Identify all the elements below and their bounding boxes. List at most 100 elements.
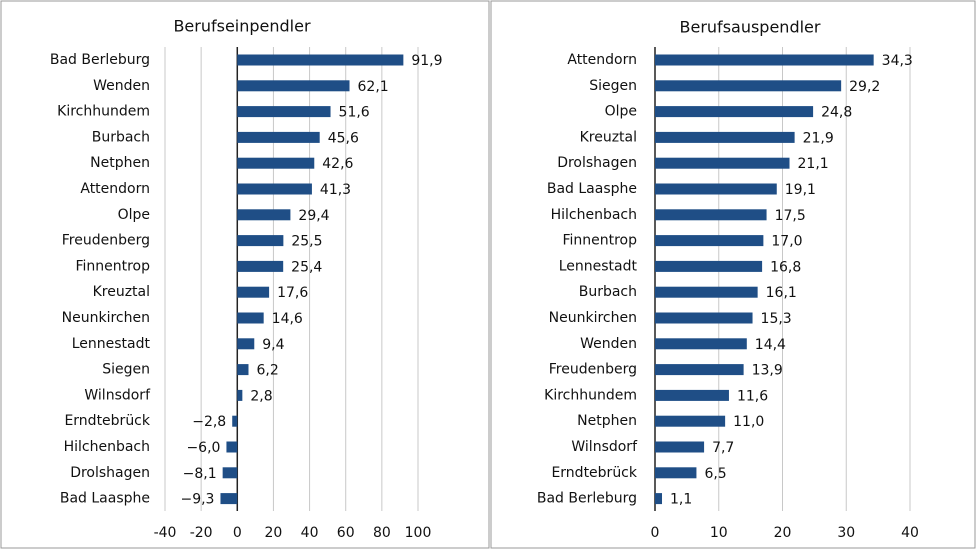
data-label: 13,9 [752,363,783,379]
x-tick-label: 10 [710,525,728,541]
x-tick-label: -40 [154,525,177,541]
y-tick-label: Wenden [580,336,637,352]
bar [655,338,747,350]
data-label: 42,6 [322,156,353,172]
data-label: 29,2 [849,79,880,95]
y-tick-label: Lennestadt [559,258,638,274]
data-label: 11,6 [737,388,768,404]
y-tick-label: Burbach [92,129,150,145]
bar [655,157,790,169]
data-label: 14,4 [755,337,786,353]
data-label: 29,4 [298,208,329,224]
bar [655,54,874,66]
bar [655,80,842,92]
bar [655,364,744,376]
y-tick-label: Attendorn [80,181,150,197]
bar [655,183,777,195]
bar [232,415,238,427]
y-tick-label: Olpe [118,207,150,223]
data-label: 34,3 [882,53,913,69]
data-label: 25,5 [291,234,322,250]
y-tick-label: Kirchhundem [57,104,150,120]
bar [655,235,764,247]
y-tick-label: Siegen [589,78,637,94]
bar [655,415,726,427]
data-label: 2,8 [250,388,272,404]
y-tick-label: Netphen [90,155,150,171]
data-label: 16,1 [766,285,797,301]
y-tick-label: Wenden [93,78,150,94]
data-label: −6,0 [186,440,220,456]
x-tick-label: 100 [405,525,432,541]
y-tick-label: Wilnsdorf [571,439,638,455]
bar [237,338,255,350]
bar [237,312,264,324]
y-tick-label: Drolshagen [557,155,637,171]
panel-border [490,0,976,549]
y-tick-label: Netphen [577,413,637,429]
bar [237,364,249,376]
data-label: 14,6 [272,311,303,327]
x-tick-label: 40 [901,525,919,541]
y-tick-label: Attendorn [567,52,637,68]
bar [655,441,705,453]
data-label: −9,3 [180,492,214,508]
y-tick-label: Hilchenbach [551,207,637,223]
bar [237,389,243,401]
x-tick-label: 20 [265,525,283,541]
y-tick-label: Erndtebrück [64,413,150,429]
y-tick-label: Lennestadt [72,336,151,352]
bar [655,131,795,143]
data-label: −8,1 [183,466,217,482]
x-tick-label: 60 [337,525,355,541]
data-label: 17,0 [771,234,802,250]
data-label: −2,8 [192,414,226,430]
y-tick-label: Kirchhundem [544,387,637,403]
x-tick-label: 40 [301,525,319,541]
y-tick-label: Bad Laasphe [547,181,637,197]
bar [655,389,729,401]
chart-title: Berufsauspendler [680,18,821,37]
y-tick-label: Siegen [102,362,150,378]
data-label: 16,8 [770,259,801,275]
bar [237,235,284,247]
data-label: 21,1 [798,156,829,172]
data-label: 51,6 [339,105,370,121]
y-tick-label: Olpe [605,104,637,120]
data-label: 7,7 [712,440,734,456]
y-tick-label: Freudenberg [62,233,150,249]
bar [655,286,758,298]
data-label: 6,5 [704,466,726,482]
bar [222,467,238,479]
bar [237,80,350,92]
data-label: 45,6 [328,130,359,146]
bar [655,493,663,505]
bar [655,209,767,221]
x-tick-label: 30 [837,525,855,541]
bar [237,157,315,169]
bar [237,54,404,66]
data-label: 41,3 [320,182,351,198]
x-tick-label: -20 [190,525,213,541]
bar [237,209,291,221]
bar [237,260,284,272]
y-tick-label: Hilchenbach [64,439,150,455]
y-tick-label: Bad Laasphe [60,491,150,507]
data-label: 21,9 [803,130,834,146]
data-label: 17,6 [277,285,308,301]
y-tick-label: Bad Berleburg [537,491,637,507]
data-label: 25,4 [291,259,322,275]
bar [655,467,697,479]
bar [655,106,814,118]
bar [655,312,753,324]
y-tick-label: Finnentrop [75,258,150,274]
bar [237,286,270,298]
y-tick-label: Bad Berleburg [50,52,150,68]
data-label: 15,3 [761,311,792,327]
bar [655,260,763,272]
y-tick-label: Finnentrop [562,233,637,249]
y-tick-label: Neunkirchen [62,310,150,326]
y-tick-label: Erndtebrück [551,465,637,481]
y-tick-label: Drolshagen [70,465,150,481]
